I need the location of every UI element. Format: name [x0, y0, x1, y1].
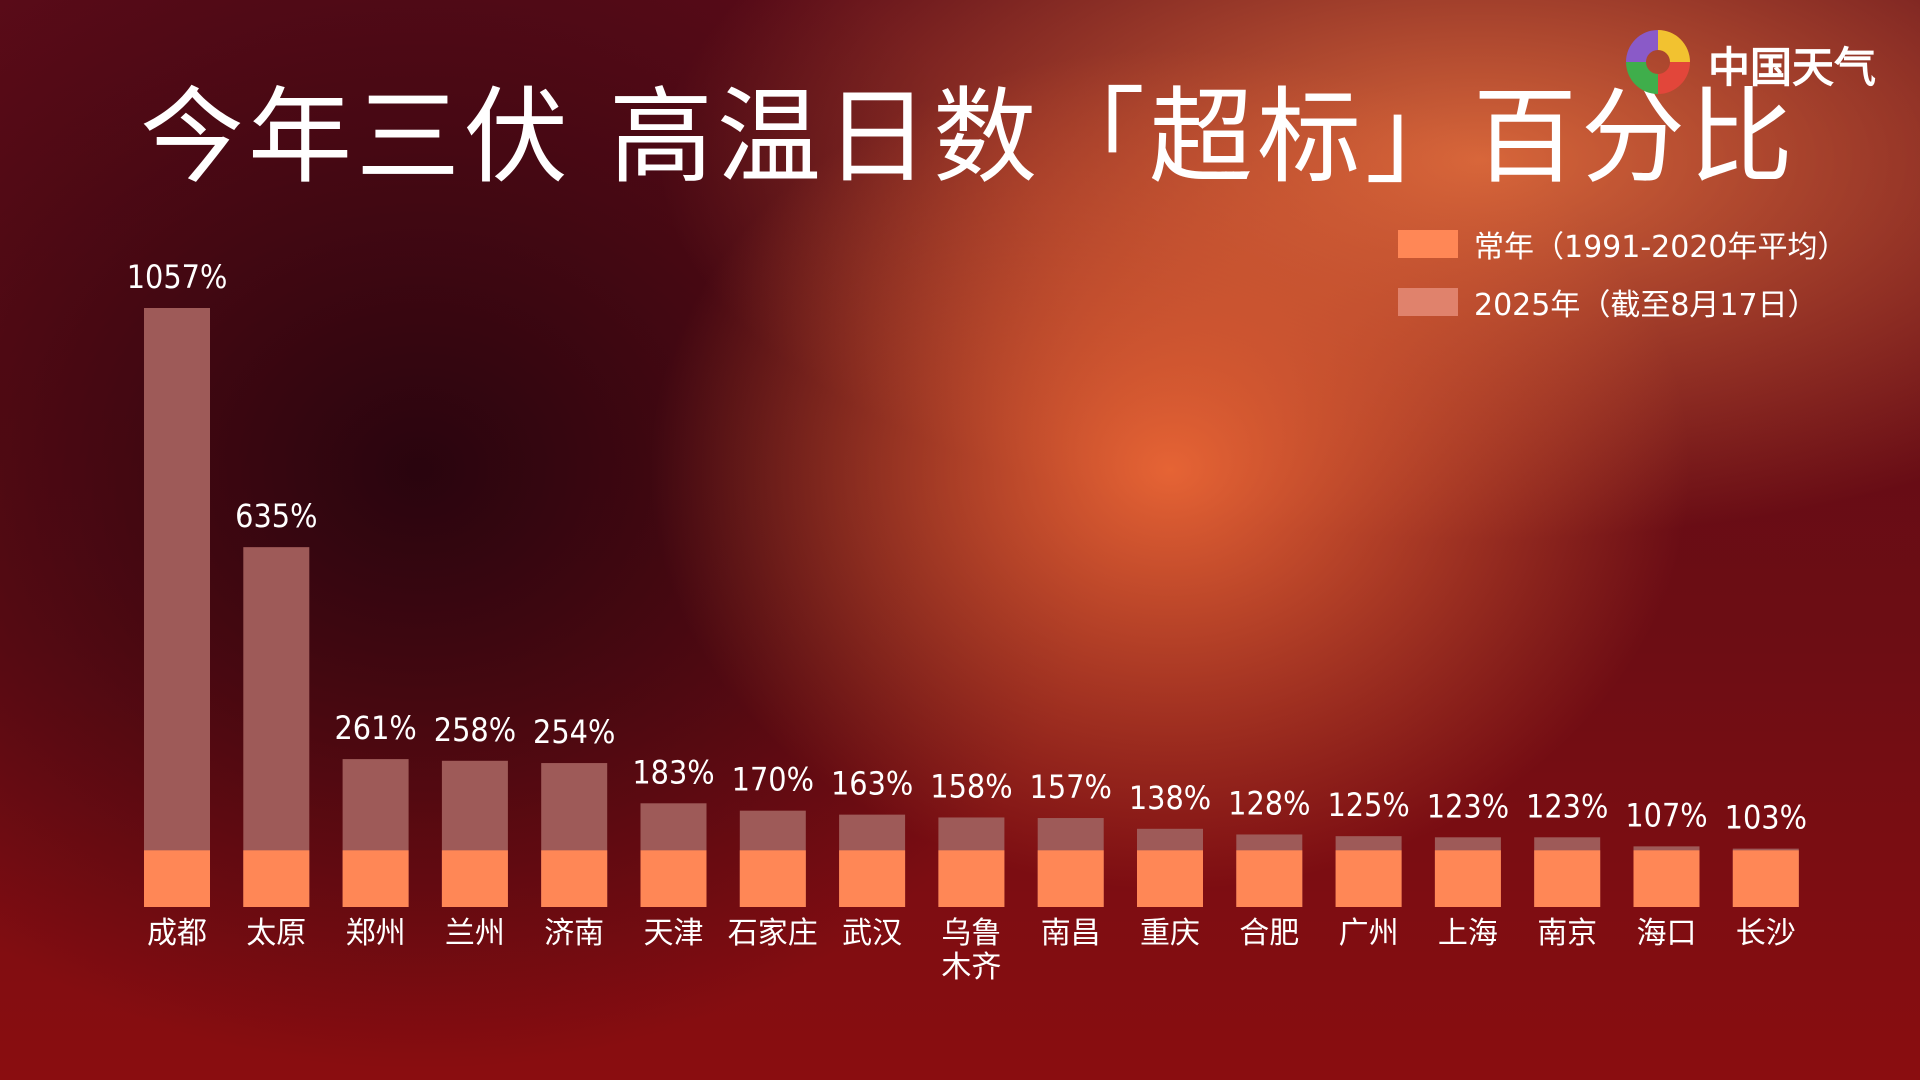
- bar-normal-15: [1633, 850, 1700, 907]
- data-label-1: 635%: [235, 497, 317, 535]
- data-label-11: 128%: [1228, 784, 1310, 822]
- data-label-14: 123%: [1526, 787, 1608, 825]
- logo-text: 中国天气: [1708, 43, 1877, 92]
- data-label-0: 1057%: [127, 258, 228, 296]
- category-label-6: 石家庄: [728, 916, 818, 951]
- bar-normal-12: [1335, 850, 1402, 907]
- bar-normal-7: [839, 850, 906, 907]
- bar-normal-10: [1137, 850, 1203, 907]
- legend-item-normal: 常年（1991-2020年平均）: [1398, 215, 1848, 273]
- legend-label-normal: 常年（1991-2020年平均）: [1474, 230, 1848, 265]
- legend-label-2025: 2025年（截至8月17日）: [1474, 288, 1818, 323]
- bar-2025-1: [243, 547, 310, 907]
- category-label-5: 天津: [644, 916, 704, 951]
- bar-normal-16: [1732, 850, 1799, 907]
- bar-normal-11: [1236, 850, 1303, 907]
- category-label-16: 长沙: [1736, 916, 1796, 951]
- category-label-13: 上海: [1438, 916, 1498, 951]
- data-label-4: 254%: [533, 713, 615, 751]
- data-label-10: 138%: [1129, 779, 1211, 817]
- bar-normal-1: [243, 850, 310, 907]
- category-label-7: 武汉: [842, 916, 902, 951]
- chart-title: 今年三伏 高温日数「超标」百分比: [140, 76, 1798, 198]
- china-weather-swirl-logo-icon: [1626, 30, 1690, 94]
- category-label-3: 兰州: [445, 916, 505, 951]
- bar-normal-5: [640, 850, 707, 907]
- bar-normal-0: [144, 850, 210, 907]
- data-label-3: 258%: [434, 711, 516, 749]
- data-label-7: 163%: [831, 765, 913, 803]
- legend-item-2025: 2025年（截至8月17日）: [1398, 273, 1848, 331]
- bar-normal-2: [342, 850, 409, 907]
- category-label-0: 成都: [147, 916, 207, 951]
- bar-normal-4: [541, 850, 608, 907]
- bar-normal-3: [441, 850, 508, 907]
- data-label-9: 157%: [1030, 768, 1112, 806]
- bar-normal-8: [938, 850, 1005, 907]
- category-label-8: 乌鲁木齐: [941, 916, 1001, 985]
- data-label-15: 107%: [1625, 796, 1707, 834]
- category-label-12: 广州: [1339, 916, 1399, 951]
- category-label-10: 重庆: [1140, 916, 1200, 951]
- data-label-5: 183%: [632, 753, 714, 791]
- category-label-9: 南昌: [1041, 916, 1101, 951]
- bar-normal-14: [1534, 850, 1601, 907]
- bar-2025-0: [144, 308, 210, 907]
- category-label-4: 济南: [544, 916, 604, 951]
- data-label-2: 261%: [334, 709, 416, 747]
- category-label-15: 海口: [1637, 916, 1697, 951]
- data-label-16: 103%: [1725, 799, 1807, 837]
- data-label-13: 123%: [1427, 787, 1509, 825]
- data-label-8: 158%: [930, 767, 1012, 805]
- category-label-11: 合肥: [1239, 916, 1299, 951]
- bar-normal-13: [1434, 850, 1501, 907]
- china-weather-logo: 中国天气: [1618, 22, 1918, 102]
- legend-swatch-normal: [1398, 230, 1458, 258]
- bar-normal-9: [1037, 850, 1104, 907]
- bar-normal-6: [739, 850, 806, 907]
- legend: 常年（1991-2020年平均） 2025年（截至8月17日）: [1398, 215, 1848, 331]
- category-label-1: 太原: [246, 916, 306, 951]
- legend-swatch-2025: [1398, 288, 1458, 316]
- data-label-6: 170%: [732, 761, 814, 799]
- category-label-2: 郑州: [346, 916, 406, 951]
- data-label-12: 125%: [1327, 786, 1409, 824]
- category-label-14: 南京: [1537, 916, 1597, 951]
